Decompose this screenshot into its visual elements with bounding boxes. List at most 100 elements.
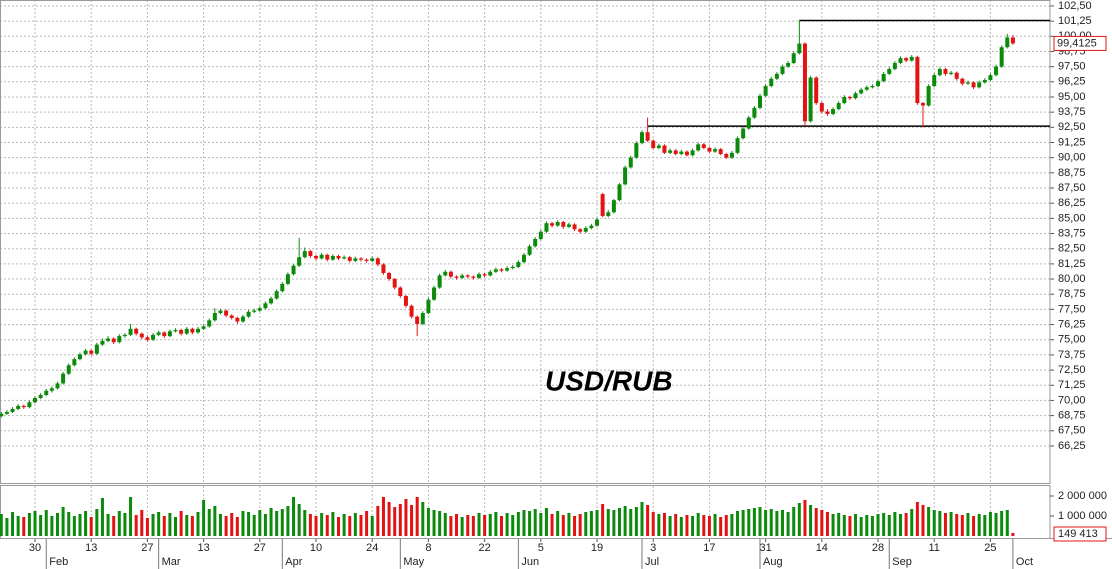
volume-bar [55, 513, 59, 536]
volume-bar [1005, 510, 1009, 536]
volume-bar [67, 512, 71, 536]
candle-body [280, 283, 285, 292]
candle-body [145, 337, 150, 340]
candle-body [797, 43, 802, 54]
candle-body [876, 81, 881, 87]
candle-body [696, 144, 701, 151]
candle-body [791, 53, 796, 63]
candle-body [825, 111, 830, 114]
y-tick-label: 92,50 [1058, 121, 1086, 133]
candle-body [600, 194, 605, 216]
candle-body [904, 58, 909, 61]
y-tick-label: 76,25 [1058, 318, 1086, 330]
candle-body [212, 313, 217, 321]
volume-bar [730, 514, 734, 536]
volume-bar [966, 513, 970, 536]
candle-body [122, 334, 127, 337]
volume-bar [859, 517, 863, 536]
candle-body [274, 291, 279, 299]
candle-body [392, 279, 397, 288]
x-tick-label: 19 [591, 542, 603, 554]
volume-bar [589, 511, 593, 536]
candle-body [538, 231, 543, 239]
candle-body [263, 303, 268, 309]
candle-body [252, 310, 257, 312]
volume-tick-label: 2 000 000 [1058, 490, 1107, 502]
volume-bar [747, 509, 751, 536]
volume-bar [471, 516, 475, 536]
candle-body [707, 147, 712, 152]
volume-bar [595, 510, 599, 536]
volume-bar [129, 497, 133, 536]
x-tick-label: 3 [650, 542, 656, 554]
candle-body [257, 308, 262, 311]
volume-bar [1000, 511, 1004, 536]
candle-body [909, 56, 914, 61]
candle-body [634, 143, 639, 158]
y-tick-label: 86,25 [1058, 197, 1086, 209]
candle-body [347, 257, 352, 261]
candle-body [398, 287, 403, 297]
candle-body [898, 58, 903, 63]
volume-bar [854, 514, 858, 536]
volume-bar [780, 510, 784, 536]
volume-bar [606, 509, 610, 536]
candle-body [476, 274, 481, 278]
candle-body [937, 69, 942, 76]
y-tick-label: 75,00 [1058, 334, 1086, 346]
volume-bar [1011, 533, 1015, 536]
volume-bar [674, 514, 678, 536]
candle-body [780, 66, 785, 74]
candle-body [10, 408, 15, 412]
volume-bar [640, 502, 644, 536]
volume-bar [893, 512, 897, 536]
volume-bar [0, 514, 3, 536]
y-tick-label: 80,00 [1058, 273, 1086, 285]
volume-bar [263, 514, 267, 536]
candle-body [836, 103, 841, 110]
volume-bar [988, 512, 992, 536]
volume-bar [359, 515, 363, 536]
annotation: USD/RUB [545, 365, 673, 396]
volume-bar [466, 515, 470, 536]
volume-bar [342, 514, 346, 536]
volume-bar [713, 514, 717, 536]
volume-bar [544, 508, 548, 536]
volume-bar [629, 509, 633, 536]
volume-bar [662, 513, 666, 536]
volume-bar [168, 513, 172, 536]
candle-body [994, 66, 999, 76]
volume-bar [336, 517, 340, 536]
volume-bar [61, 507, 65, 536]
candle-body [786, 62, 791, 67]
candle-body [207, 320, 212, 327]
candle-body [718, 149, 723, 155]
volume-bar [16, 516, 20, 536]
volume-bar [561, 515, 565, 536]
volume-bar [477, 513, 481, 536]
candle-body [859, 89, 864, 94]
volume-bar [162, 516, 166, 536]
candle-body [269, 298, 274, 304]
y-tick-label: 101,25 [1058, 15, 1092, 27]
volume-bar [533, 509, 537, 536]
volume-bar [438, 511, 442, 536]
candle-body [201, 326, 206, 329]
candle-body [949, 72, 954, 74]
volume-bar [668, 516, 672, 536]
candle-body [387, 272, 392, 280]
x-tick-label: 17 [703, 542, 715, 554]
x-tick-label: 27 [141, 542, 153, 554]
volume-bar [842, 515, 846, 536]
volume-bar [578, 514, 582, 536]
volume-bar [899, 514, 903, 536]
volume-bar [831, 514, 835, 536]
candle-body [364, 259, 369, 261]
volume-bar [775, 511, 779, 536]
volume-bar [157, 512, 161, 536]
volume-bar [837, 513, 841, 536]
candle-body [926, 86, 931, 106]
candle-body [645, 132, 650, 141]
volume-bar [50, 516, 54, 536]
volume-bar [938, 511, 942, 536]
